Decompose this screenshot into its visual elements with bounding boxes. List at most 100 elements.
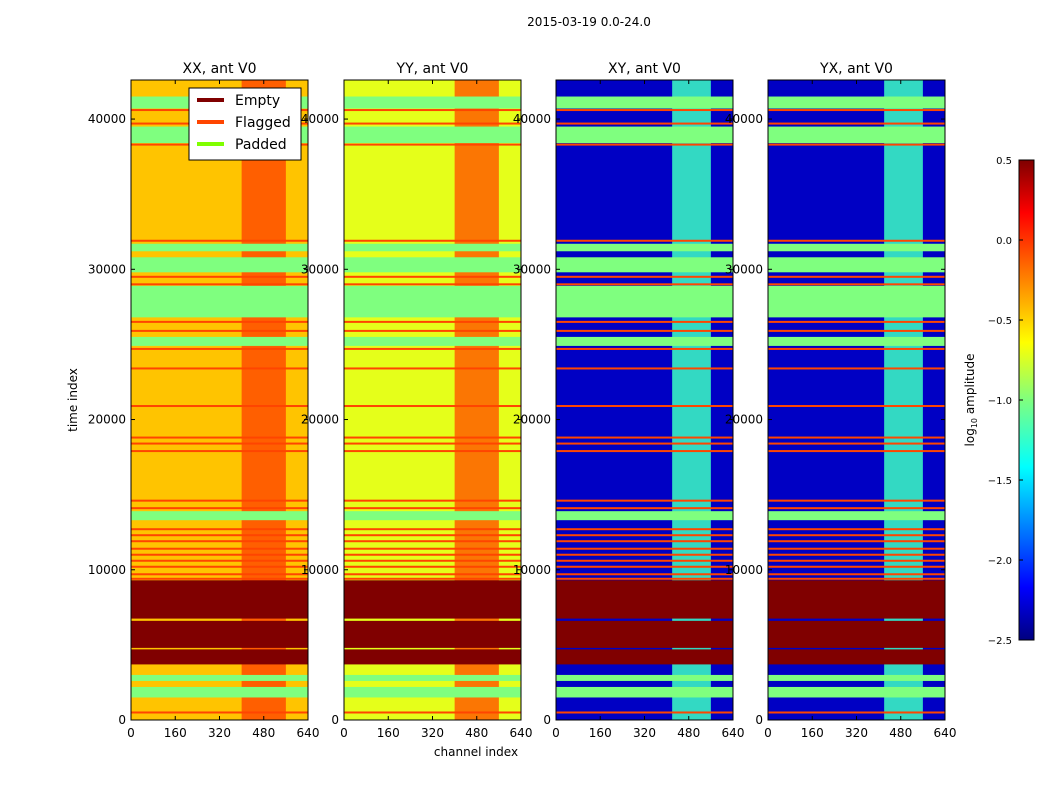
padded-band [344, 243, 521, 252]
padded-band [556, 686, 733, 698]
flagged-line [344, 499, 521, 502]
padded-band [131, 257, 308, 273]
panel-title: XX, ant V0 [183, 61, 257, 77]
empty-band [768, 620, 945, 648]
flagged-line [556, 405, 733, 408]
flagged-line [768, 109, 945, 112]
padded-band [344, 285, 521, 318]
y-tick-label: 20000 [88, 413, 126, 427]
flagged-line [556, 450, 733, 453]
flagged-line [344, 711, 521, 714]
colorbar-tick-label: 0.0 [996, 236, 1012, 247]
padded-band [556, 674, 733, 681]
flagged-line [768, 553, 945, 556]
padded-band [131, 511, 308, 521]
flagged-line [344, 540, 521, 543]
y-tick-label: 20000 [301, 413, 339, 427]
flagged-line [768, 547, 945, 550]
flagged-line [344, 450, 521, 453]
padded-band [768, 511, 945, 521]
flagged-line [344, 573, 521, 576]
flagged-line [131, 329, 308, 332]
flagged-line [556, 143, 733, 146]
padded-band [344, 511, 521, 521]
flagged-line [344, 436, 521, 439]
flagged-line [768, 329, 945, 332]
flagged-line [556, 283, 733, 286]
flagged-line [556, 534, 733, 537]
flagged-line [768, 534, 945, 537]
legend-label-flagged: Flagged [235, 115, 291, 131]
figure-title: 2015-03-19 0.0-24.0 [527, 15, 651, 29]
colorbar: 0.5 0.0 −0.5 −1.0 −1.5 −2.0 −2.5 log10 amplitu… [963, 156, 1035, 647]
flagged-line [344, 565, 521, 568]
flagged-line [768, 528, 945, 531]
x-tick-label: 160 [377, 726, 400, 740]
legend-label-padded: Padded [235, 137, 287, 153]
flagged-line [556, 275, 733, 278]
flagged-line [556, 553, 733, 556]
flagged-line [768, 565, 945, 568]
flagged-line [131, 507, 308, 510]
padded-band [131, 243, 308, 252]
x-tick-label: 0 [340, 726, 348, 740]
flagged-line [344, 528, 521, 531]
flagged-line [556, 711, 733, 714]
x-tick-label: 480 [465, 726, 488, 740]
flagged-line [556, 573, 733, 576]
x-tick-label: 640 [934, 726, 957, 740]
x-tick-label: 320 [421, 726, 444, 740]
flagged-line [768, 507, 945, 510]
flagged-line [768, 275, 945, 278]
x-tick-label: 320 [845, 726, 868, 740]
x-tick-label: 160 [801, 726, 824, 740]
flagged-line [344, 507, 521, 510]
flagged-line [556, 577, 733, 580]
padded-band [344, 126, 521, 144]
heatmap-panel-3: YX, ant V0 0 160 320 480 640 0 10000 20000 30000 4… [725, 61, 957, 740]
x-tick-label: 640 [722, 726, 745, 740]
flagged-line [768, 320, 945, 323]
y-tick-label: 30000 [725, 262, 763, 276]
flagged-line [131, 239, 308, 242]
empty-band [556, 580, 733, 619]
y-tick-label: 10000 [513, 563, 551, 577]
colorbar-tick-label: −1.0 [988, 396, 1012, 407]
empty-band [344, 649, 521, 665]
flagged-line [768, 367, 945, 370]
y-tick-label: 10000 [725, 563, 763, 577]
padded-band [344, 257, 521, 273]
empty-band [344, 620, 521, 648]
x-tick-label: 0 [764, 726, 772, 740]
padded-band [768, 257, 945, 273]
flagged-line [131, 711, 308, 714]
padded-band [556, 126, 733, 144]
flagged-line [768, 283, 945, 286]
flagged-line [131, 553, 308, 556]
flagged-line [344, 405, 521, 408]
flagged-line [344, 122, 521, 125]
x-tick-label: 640 [510, 726, 533, 740]
padded-band [131, 285, 308, 318]
padded-band [556, 285, 733, 318]
flagged-line [556, 528, 733, 531]
flagged-line [344, 442, 521, 445]
empty-band [556, 649, 733, 665]
flagged-line [131, 528, 308, 531]
padded-band [344, 336, 521, 346]
flagged-line [344, 547, 521, 550]
x-tick-label: 0 [127, 726, 135, 740]
flagged-line [556, 367, 733, 370]
panel-title: YX, ant V0 [819, 61, 893, 77]
x-tick-label: 160 [164, 726, 187, 740]
flagged-line [556, 507, 733, 510]
padded-band [556, 511, 733, 521]
flagged-line [768, 499, 945, 502]
flagged-line [344, 275, 521, 278]
flagged-line [556, 122, 733, 125]
flagged-line [556, 329, 733, 332]
padded-band [768, 336, 945, 346]
flagged-line [344, 347, 521, 350]
flagged-line [768, 559, 945, 562]
